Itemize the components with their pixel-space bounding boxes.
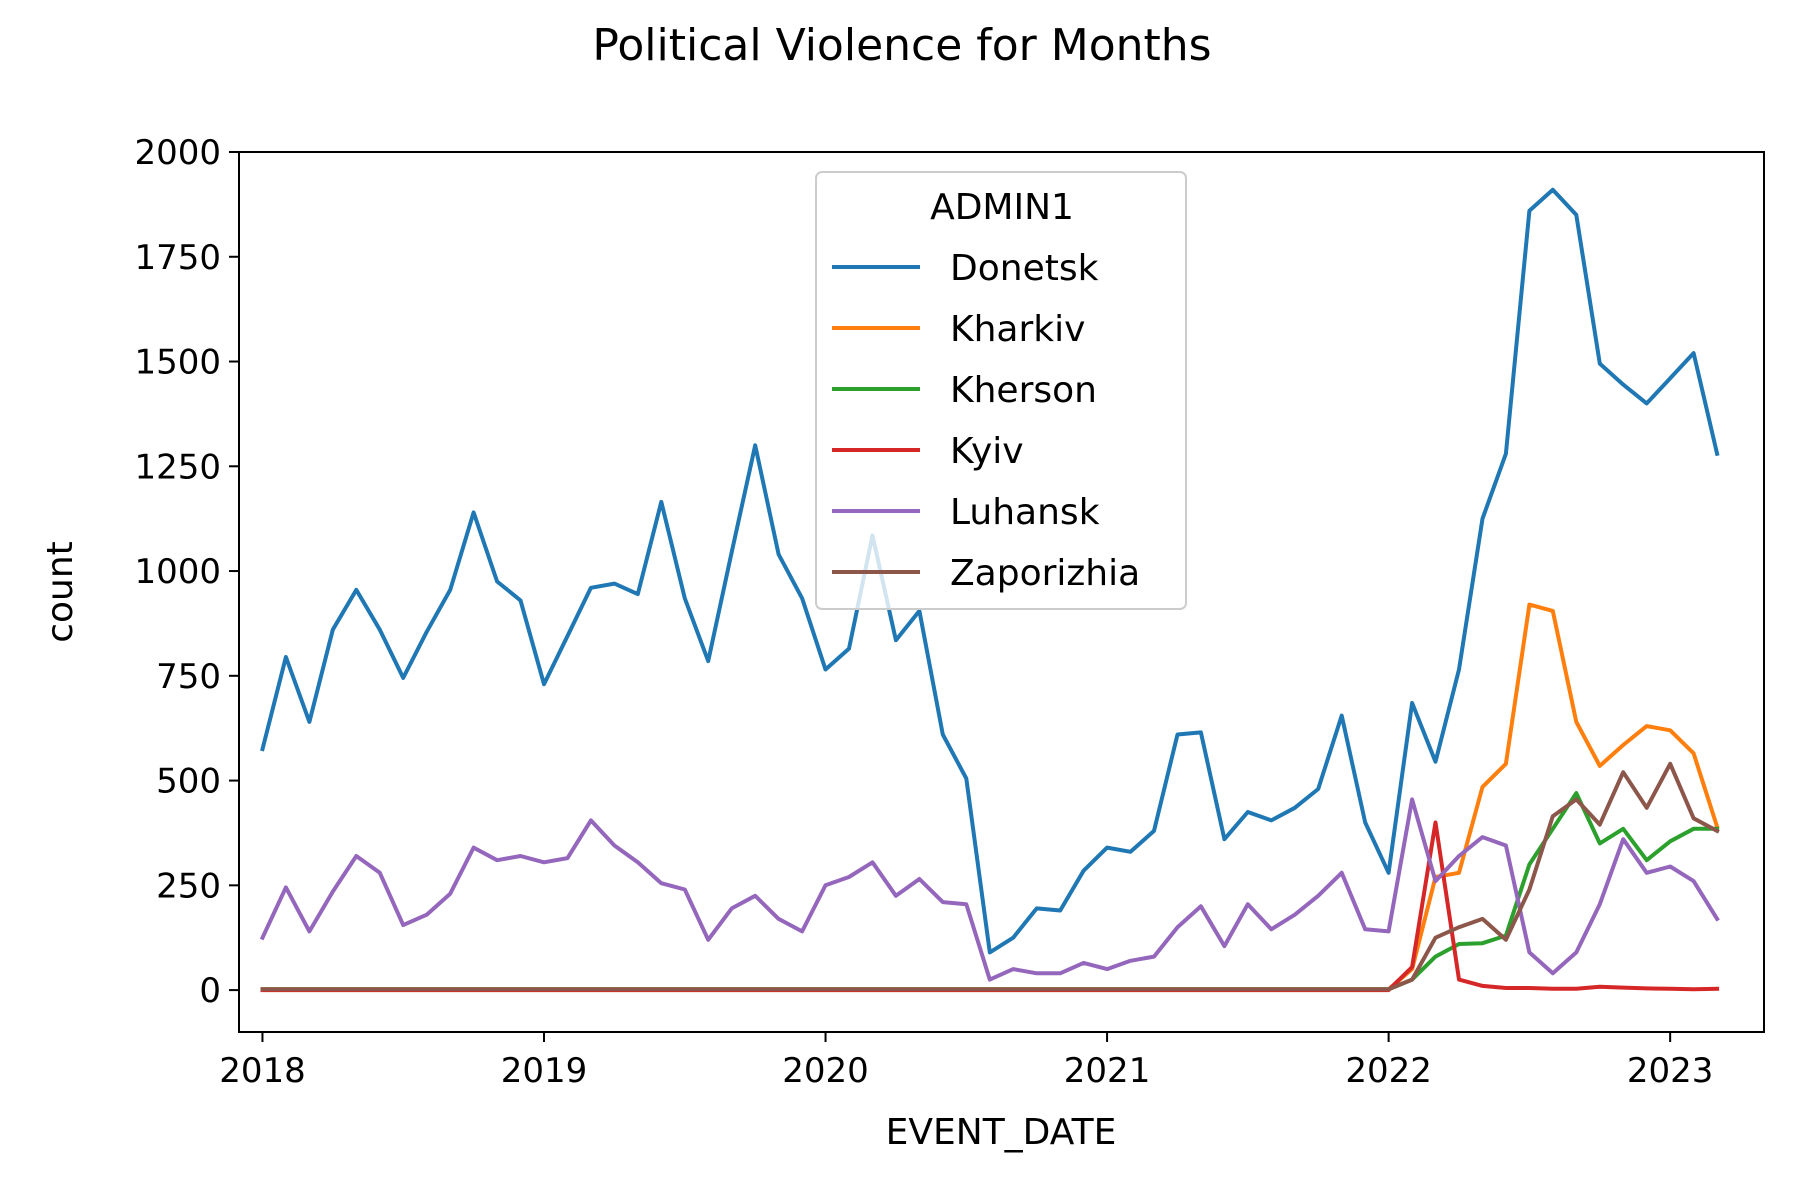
x-tick-label: 2020 [782,1051,869,1091]
y-tick-label: 1250 [134,447,221,487]
legend-label-kharkiv: Kharkiv [950,309,1085,350]
x-tick-label: 2023 [1627,1051,1714,1091]
x-tick-label: 2022 [1345,1051,1432,1091]
chart-title: Political Violence for Months [592,20,1211,71]
series-line-kyiv [260,820,1720,993]
axes-frame [238,151,1765,1033]
y-axis-label: count [40,541,81,643]
series-line-kherson [260,791,1720,992]
y-tick-label: 1750 [134,238,221,278]
plot-area [259,187,1720,993]
y-tick-label: 250 [156,866,221,906]
legend-label-donetsk: Donetsk [950,248,1099,289]
y-tick-label: 0 [199,971,221,1011]
y-axis: 0 250 500 750 1000 1250 1500 1750 2000 [134,133,239,1011]
x-tick-label: 2021 [1064,1051,1151,1091]
y-tick-label: 1500 [134,343,221,383]
series-line-luhansk [259,797,1720,982]
legend: ADMIN1 Donetsk Kharkiv Kherson Kyiv Luhansk Z… [815,171,1187,610]
x-tick-label: 2018 [219,1051,306,1091]
series-line-donetsk [260,187,1720,955]
legend-title: ADMIN1 [930,187,1074,228]
legend-label-kherson: Kherson [950,370,1097,411]
legend-label-luhansk: Luhansk [950,492,1100,533]
legend-label-zaporizhia: Zaporizhia [950,553,1140,594]
y-tick-label: 750 [156,657,221,697]
x-axis-label: EVENT_DATE [886,1112,1117,1153]
series-line-zaporizhia [260,761,1720,992]
y-tick-label: 1000 [134,552,221,592]
legend-frame [815,171,1187,610]
x-axis: 2018 2019 2020 2021 2022 2023 [219,1032,1713,1091]
x-tick-label: 2019 [501,1051,588,1091]
y-tick-label: 2000 [134,133,221,173]
legend-label-kyiv: Kyiv [950,431,1024,472]
y-tick-label: 500 [156,762,221,802]
